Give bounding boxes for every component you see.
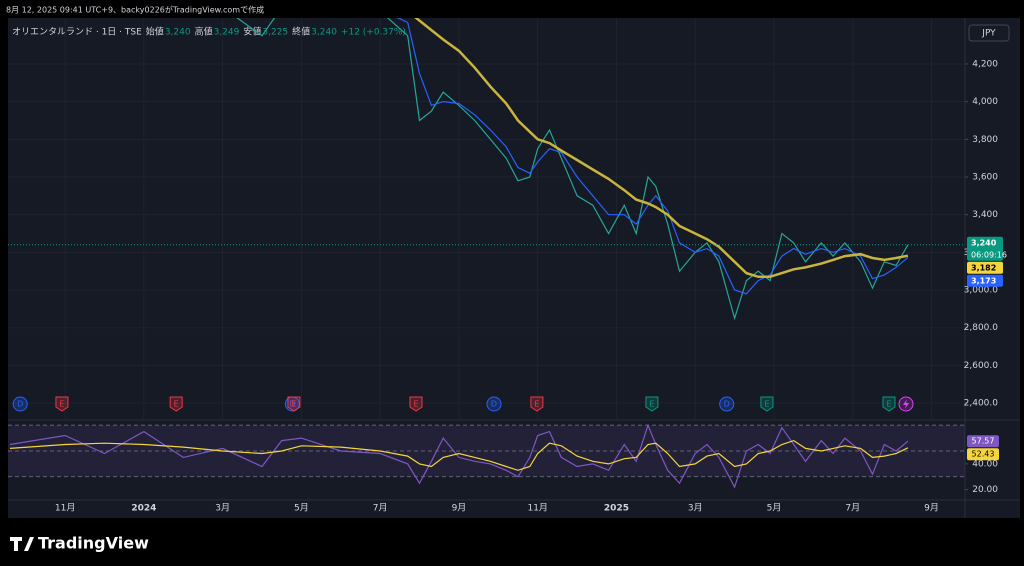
event-label: E: [59, 400, 64, 409]
ohlc-label: 高値: [195, 26, 213, 38]
x-tick-label: 7月: [845, 503, 860, 514]
y-tick-label: 40.00: [972, 459, 998, 469]
value-badge: [967, 435, 999, 448]
x-tick-label: 5月: [767, 503, 782, 514]
dividend-event: [12, 396, 28, 412]
value-badge: [967, 448, 999, 461]
lightning-icon: [903, 399, 909, 409]
price-badge-label: 3,240: [971, 238, 997, 247]
rsi-pane: [8, 423, 965, 489]
rsi-line: [9, 423, 909, 489]
event-label: E: [649, 400, 654, 409]
price-line: [414, 18, 909, 279]
y-tick-label: 2,400.0: [964, 399, 999, 409]
value-badge-label: 52.43: [972, 450, 995, 459]
earnings-event: [409, 396, 423, 412]
price-pane: [8, 18, 965, 420]
axes: 11月 2024 3月 5月 7月 9月 11月 2025 3月 5月 7月 9月 2,400.0 2,6…: [12, 59, 1007, 514]
currency-button[interactable]: [968, 24, 1010, 42]
x-tick-label: 3月: [215, 503, 230, 514]
earnings-event: [169, 396, 183, 412]
x-tick-label: 3月: [688, 503, 703, 514]
earnings-event: [55, 396, 69, 412]
earnings-event: [530, 396, 544, 412]
x-tick-label: 9月: [924, 503, 939, 514]
ohlc-label: 始値: [146, 26, 164, 38]
price-badge: [967, 274, 1003, 287]
x-tick-label: 7月: [373, 503, 388, 514]
y-tick-label: 20.00: [972, 485, 998, 495]
y-tick-label: 3,000.0: [964, 286, 999, 296]
event-label: E: [291, 400, 296, 409]
event-label: E: [413, 400, 418, 409]
change: +12 (+0.37%): [341, 28, 406, 38]
x-tick-label: 2024: [131, 504, 156, 514]
event-label: D: [491, 400, 497, 409]
dividend-event: [486, 396, 502, 412]
earnings-event: [287, 396, 301, 412]
event-label: D: [289, 400, 295, 409]
y-tick-label: 2,600.0: [964, 361, 999, 371]
price-badge-label: 3,173: [971, 276, 996, 285]
price-line: [396, 18, 909, 295]
x-tick-label: 11月: [527, 503, 547, 514]
earnings-event: [760, 396, 774, 412]
x-tick-label: 5月: [294, 503, 309, 514]
earnings-event: [645, 396, 659, 412]
y-tick-label: 2,800.0: [964, 323, 999, 333]
price-badge: [967, 236, 1003, 261]
earnings-event: [882, 396, 896, 412]
x-tick-label: 2025: [604, 504, 629, 514]
x-tick-label: 11月: [55, 503, 75, 514]
symbol-title: オリエンタルランド · 1日 · TSE: [12, 27, 142, 38]
y-tick-label: 3,400: [972, 210, 998, 220]
currency: JPY: [981, 29, 996, 39]
y-tick-label: 3,800: [972, 135, 998, 145]
event-label: D: [724, 400, 730, 409]
ohlc-value: 3,240: [311, 28, 337, 38]
event-label: E: [764, 400, 769, 409]
dividend-event: [719, 396, 735, 412]
event-label: E: [174, 400, 179, 409]
event-label: D: [17, 400, 23, 409]
credit: 8月 12, 2025 09:41 UTC+9、backy0226がTradin…: [6, 5, 264, 15]
brand: TradingView: [38, 534, 149, 553]
price-badge: [967, 261, 1003, 274]
rsi-line: [9, 439, 909, 471]
ohlc-label: 安値: [243, 26, 261, 38]
ohlc-value: 3,240: [165, 28, 191, 38]
price-line: [236, 18, 909, 321]
countdown: 06:09:16: [971, 250, 1007, 259]
ohlc-value: 3,225: [262, 28, 288, 38]
event-label: E: [886, 400, 891, 409]
brand-logo: [10, 537, 34, 551]
price-badge-label: 3,182: [971, 263, 996, 272]
y-tick-label: 4,000: [972, 97, 998, 107]
y-tick-label: 3,600: [972, 172, 998, 182]
ohlc-value: 3,249: [214, 28, 240, 38]
x-tick-label: 9月: [452, 503, 467, 514]
legend: オリエンタルランド · 1日 · TSE 始値 3,240 高値 3,249 安値 3,22…: [12, 26, 406, 38]
value-badge-label: 57.57: [972, 437, 995, 446]
event-label: E: [534, 400, 539, 409]
y-tick-label: 4,200: [972, 59, 998, 69]
